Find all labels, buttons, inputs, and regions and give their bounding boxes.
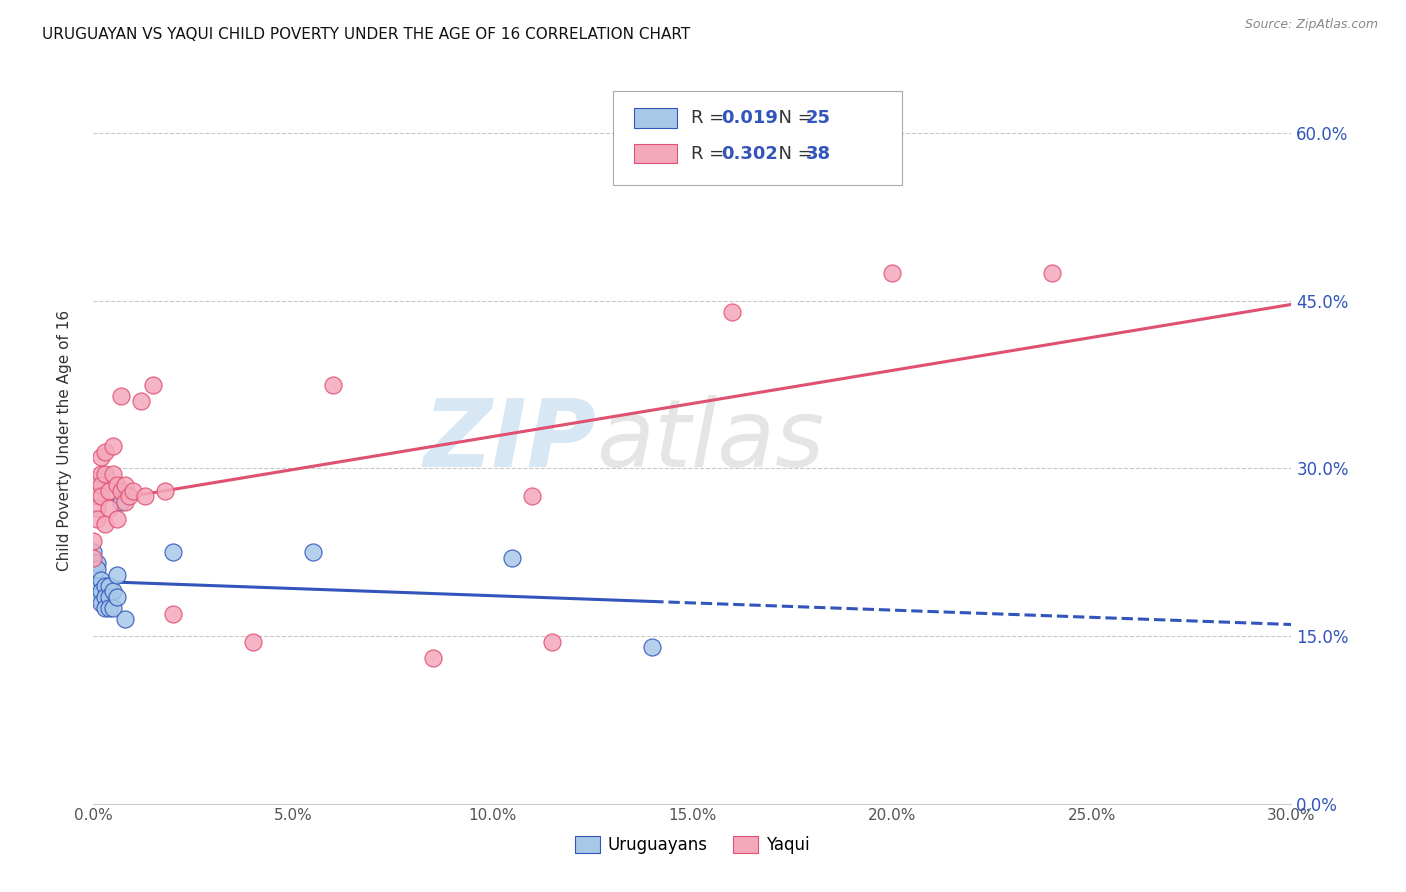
Point	[101, 467, 124, 481]
Point	[101, 601, 124, 615]
Point	[94, 467, 117, 481]
Legend: Uruguayans, Yaqui: Uruguayans, Yaqui	[568, 830, 817, 861]
Point	[110, 483, 132, 498]
Point	[105, 567, 128, 582]
Text: ZIP: ZIP	[423, 394, 596, 486]
Point	[101, 439, 124, 453]
Point	[98, 590, 121, 604]
Text: Source: ZipAtlas.com: Source: ZipAtlas.com	[1244, 18, 1378, 31]
Text: URUGUAYAN VS YAQUI CHILD POVERTY UNDER THE AGE OF 16 CORRELATION CHART: URUGUAYAN VS YAQUI CHILD POVERTY UNDER T…	[42, 27, 690, 42]
Point	[105, 590, 128, 604]
Point	[122, 483, 145, 498]
Point	[129, 394, 152, 409]
Point	[86, 590, 108, 604]
Point	[82, 557, 104, 571]
Point	[82, 545, 104, 559]
Point	[110, 495, 132, 509]
Point	[94, 579, 117, 593]
Point	[86, 579, 108, 593]
Point	[322, 377, 344, 392]
Point	[114, 495, 136, 509]
Text: N =: N =	[766, 145, 818, 162]
Point	[162, 545, 184, 559]
Point	[90, 467, 112, 481]
Point	[114, 478, 136, 492]
Text: 0.019: 0.019	[721, 109, 779, 127]
Point	[522, 489, 544, 503]
Point	[105, 512, 128, 526]
Point	[541, 634, 564, 648]
Point	[162, 607, 184, 621]
Y-axis label: Child Poverty Under the Age of 16: Child Poverty Under the Age of 16	[58, 310, 72, 571]
Point	[98, 579, 121, 593]
Text: atlas: atlas	[596, 395, 824, 486]
Point	[94, 590, 117, 604]
Point	[90, 450, 112, 465]
Text: R =: R =	[690, 145, 730, 162]
Point	[90, 595, 112, 609]
Point	[134, 489, 156, 503]
Point	[422, 651, 444, 665]
Point	[94, 444, 117, 458]
Point	[94, 517, 117, 532]
Point	[86, 557, 108, 571]
Point	[501, 550, 523, 565]
Point	[114, 612, 136, 626]
Point	[90, 573, 112, 587]
Point	[110, 389, 132, 403]
Text: R =: R =	[690, 109, 730, 127]
Point	[105, 478, 128, 492]
Point	[90, 489, 112, 503]
Text: 38: 38	[806, 145, 831, 162]
Point	[86, 489, 108, 503]
Point	[86, 500, 108, 515]
Point	[101, 584, 124, 599]
Point	[82, 534, 104, 549]
Text: 25: 25	[806, 109, 831, 127]
Point	[82, 550, 104, 565]
Point	[880, 266, 903, 280]
Point	[90, 584, 112, 599]
Point	[98, 500, 121, 515]
Point	[721, 305, 744, 319]
Text: 0.302: 0.302	[721, 145, 779, 162]
Point	[98, 483, 121, 498]
Point	[1040, 266, 1063, 280]
Point	[86, 562, 108, 576]
Point	[153, 483, 176, 498]
Point	[142, 377, 165, 392]
Point	[641, 640, 664, 655]
Point	[301, 545, 323, 559]
Point	[242, 634, 264, 648]
Point	[86, 473, 108, 487]
Point	[118, 489, 141, 503]
Point	[98, 601, 121, 615]
Point	[90, 478, 112, 492]
Text: N =: N =	[766, 109, 818, 127]
Point	[86, 512, 108, 526]
Point	[94, 601, 117, 615]
